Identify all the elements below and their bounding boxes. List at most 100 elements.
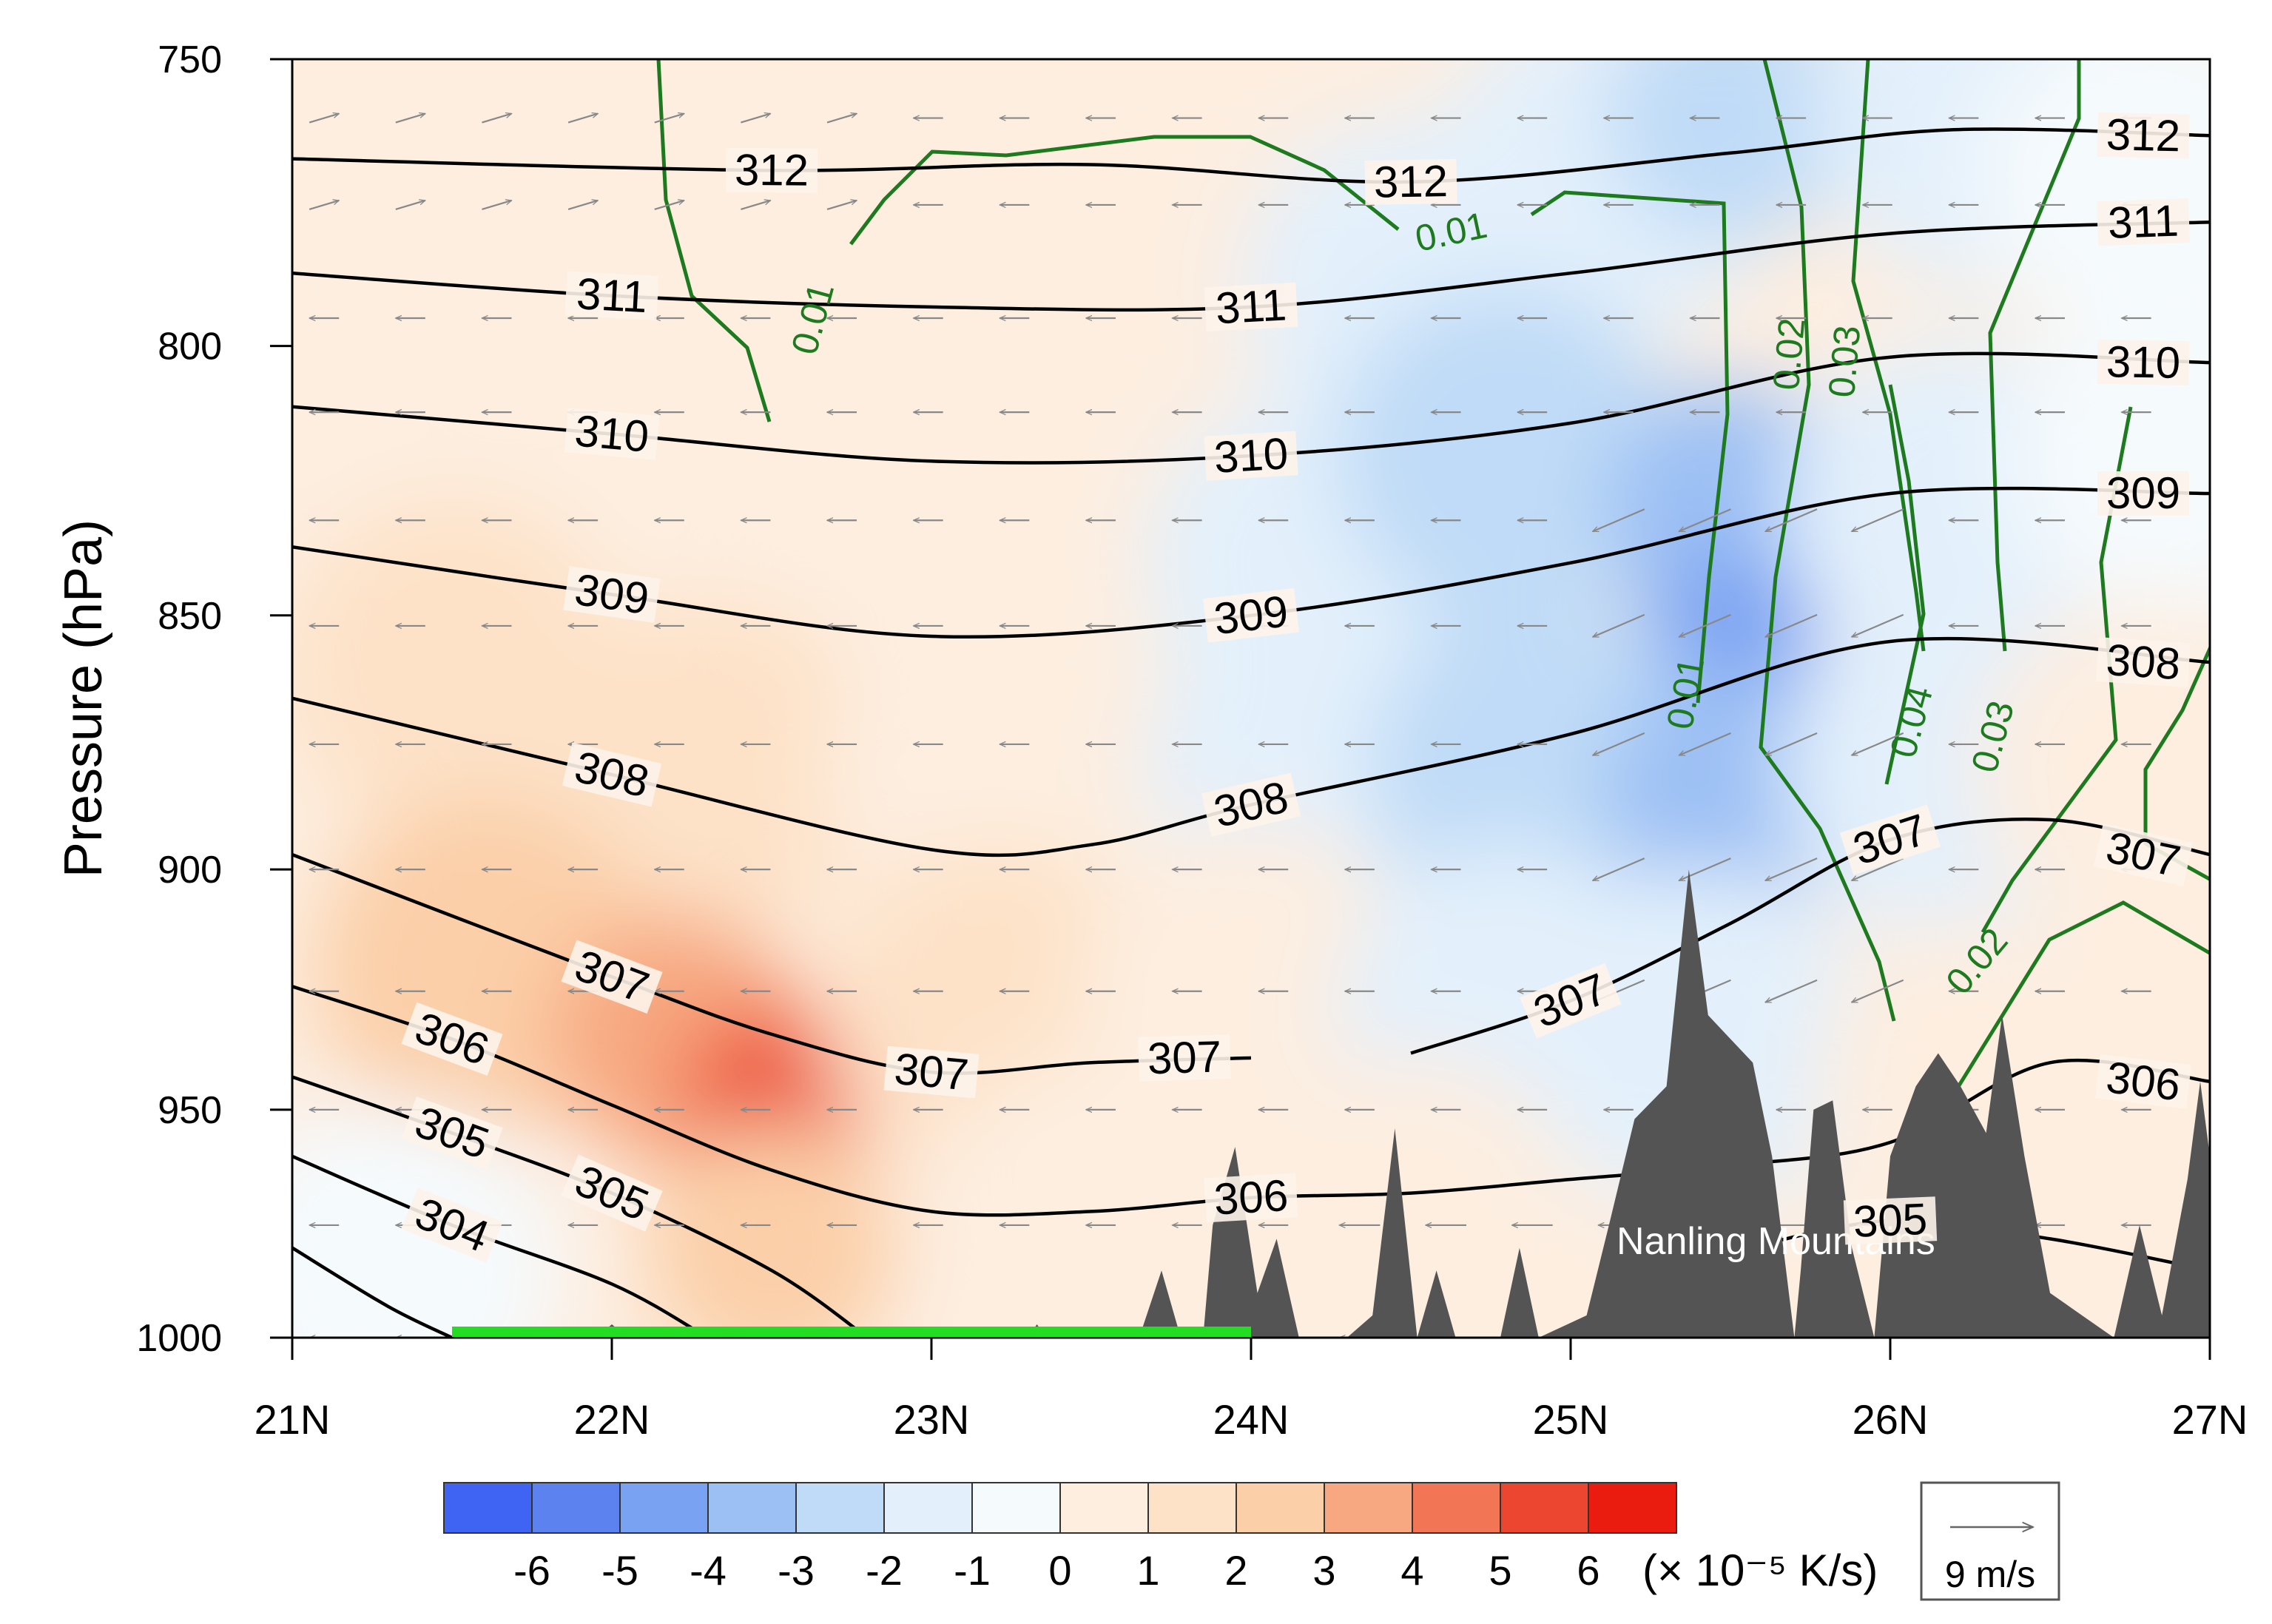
theta-label-bg: [401, 1187, 503, 1263]
theta-label-306: 306: [2103, 1052, 2182, 1110]
wind-reference-box: 9 m/s: [1920, 1481, 2060, 1601]
colorbar-swatch-9: [1236, 1482, 1325, 1534]
theta-label-bg: [1138, 1034, 1231, 1082]
theta-label-bg: [561, 1154, 663, 1232]
colorbar-label-4: 4: [1400, 1547, 1423, 1594]
theta-label-group-310-2-1: 310: [1204, 428, 1298, 482]
theta-label-bg: [1204, 1173, 1298, 1223]
y-tick-label-800: 800: [158, 326, 222, 368]
theta-label-bg: [2097, 471, 2189, 516]
x-tick-label-24N: 24N: [1213, 1396, 1290, 1443]
theta-label-bg: [2097, 340, 2190, 386]
colorbar-swatch-13: [1588, 1482, 1677, 1534]
theta-label-306: 306: [1213, 1170, 1290, 1224]
wind-arrow-4: [654, 114, 684, 124]
theta-label-bg: [1364, 158, 1457, 205]
theta-label-bg: [1204, 431, 1298, 481]
wind-arrow-3: [567, 114, 598, 124]
wind-reference-label: 9 m/s: [1945, 1554, 2035, 1595]
wind-arrow-106: [1852, 508, 1904, 533]
y-tick-label-1000: 1000: [136, 1317, 222, 1360]
theta-label-bg: [1201, 772, 1301, 837]
colorbar-swatch-12: [1500, 1482, 1589, 1534]
wind-arrow-5: [741, 114, 770, 124]
x-tick-label-22N: 22N: [574, 1396, 650, 1443]
theta-label-group-309-3-1: 309: [1202, 586, 1300, 644]
wind-arrow-26: [654, 201, 684, 211]
shading-cell-38: [921, 1054, 1261, 1338]
green-contour-001-west: [656, 59, 772, 422]
wind-arrow-128: [1852, 613, 1904, 638]
shading-cell-20: [825, 599, 1166, 940]
theta-contour-304-10: [292, 1154, 709, 1338]
y-tick-label-750: 750: [158, 38, 222, 81]
green-contour-004: [1884, 384, 1926, 785]
shading-layer: [292, 59, 2210, 1338]
theta-contour-312-0: [292, 127, 2210, 184]
shading-cell-11: [761, 285, 1102, 626]
wind-arrow-193: [1765, 979, 1818, 1003]
wind-arrow-125: [1593, 613, 1645, 638]
colorbar-swatch-5: [883, 1482, 973, 1534]
green-label-002-a: 0.02: [1765, 317, 1813, 392]
colorbar-label-2: 2: [1224, 1547, 1247, 1594]
wind-arrow-28: [826, 201, 857, 211]
colorbar-swatch-11: [1412, 1482, 1501, 1534]
wind-arrow-105: [1765, 508, 1818, 533]
wind-arrow-194: [1852, 979, 1904, 1003]
theta-label-group-310-2-2: 310: [2097, 337, 2190, 388]
theta-label-bg: [1839, 804, 1941, 875]
theta-label-bg: [1204, 282, 1298, 332]
theta-label-bg: [2094, 1054, 2192, 1109]
theta-label-bg: [883, 1045, 980, 1099]
wind-arrow-126: [1679, 613, 1731, 638]
theta-label-group-311-1-0: 311: [564, 269, 659, 322]
wind-arrow-169: [1593, 858, 1645, 882]
wind-arrow-148: [1679, 732, 1731, 756]
theta-label-group-309-3-2: 309: [2097, 468, 2189, 518]
colorbar-label--1: -1: [954, 1547, 991, 1594]
wind-arrow-149: [1765, 732, 1818, 756]
y-tick-label-950: 950: [158, 1089, 222, 1132]
shading-cell-39: [1241, 1054, 1581, 1338]
colorbar-label--4: -4: [690, 1547, 727, 1594]
theta-label-group-308-4-2: 308: [2096, 635, 2191, 689]
wind-reference-frame: [1920, 1481, 2060, 1601]
theta-label-bg: [2096, 637, 2191, 688]
shading-cell-13: [1336, 285, 1677, 626]
wind-arrow-2: [482, 114, 511, 124]
axes: 21N 22N 23N 24N 25N 26N 27N 750 800 850 900 950 1000: [136, 38, 2248, 1443]
wind-arrow-23: [395, 201, 425, 211]
theta-label-group-309-3-0: 309: [563, 565, 661, 624]
theta-label-group-307-6-1: 307: [883, 1044, 980, 1099]
theta-label-bg: [564, 408, 660, 460]
green-contour-002: [1759, 59, 1896, 1022]
theta-label-group-306-7-2: 306: [2094, 1052, 2192, 1110]
theta-label-bg: [2096, 198, 2191, 246]
theta-label-group-307-6-2: 307: [1138, 1031, 1231, 1083]
theta-label-309: 309: [572, 565, 652, 624]
wind-arrow-25: [567, 201, 598, 211]
theta-label-group-312-0-1: 312: [1364, 156, 1457, 207]
colorbar-label-6: 6: [1577, 1547, 1599, 1594]
colorbar-swatch-4: [795, 1482, 885, 1534]
theta-contour-edge-11: [292, 1246, 453, 1338]
colorbar-swatch-10: [1324, 1482, 1413, 1534]
colorbar-label-3: 3: [1312, 1547, 1335, 1594]
theta-label-group-311-1-1: 311: [1204, 280, 1298, 333]
green-contour-south-east: [1951, 900, 2210, 1096]
x-tick-label-21N: 21N: [254, 1396, 331, 1443]
green-label-003-a: 0.03: [1821, 324, 1868, 400]
shading-cell-19: [537, 599, 878, 940]
x-tick-label-27N: 27N: [2172, 1396, 2248, 1443]
theta-label-group-305-9-0: 305: [1843, 1194, 1938, 1247]
theta-label-bg: [401, 1096, 503, 1170]
theta-label-311: 311: [1214, 280, 1287, 333]
theta-label-group-312-0-0: 312: [725, 145, 818, 195]
theta-label-311: 311: [2107, 196, 2180, 248]
theta-label-group-308-4-1: 308: [1201, 772, 1301, 837]
wind-field: [309, 114, 2151, 1338]
colorbar-swatch-3: [707, 1482, 797, 1534]
theta-label-group-306-7-1: 306: [1204, 1170, 1298, 1224]
